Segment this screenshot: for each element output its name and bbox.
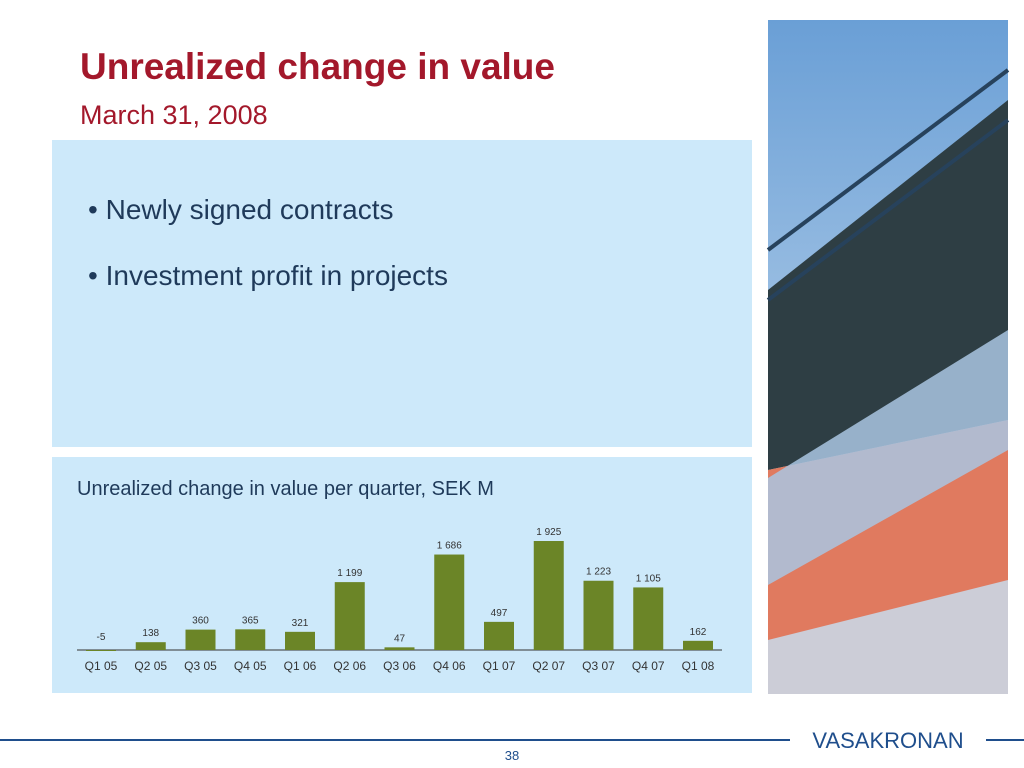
value-label: -5	[97, 632, 106, 643]
x-tick-label: Q1 05	[85, 659, 118, 673]
slide-title: Unrealized change in value	[80, 46, 555, 87]
x-tick-label: Q2 07	[532, 659, 565, 673]
text-panel	[52, 140, 752, 447]
value-label: 1 925	[536, 527, 561, 538]
x-tick-label: Q3 06	[383, 659, 416, 673]
photo	[766, 20, 1010, 694]
value-label: 1 105	[636, 573, 661, 584]
bar	[285, 631, 315, 650]
bar	[683, 640, 713, 650]
value-label: 360	[192, 616, 209, 627]
bar	[135, 642, 166, 650]
value-label: 365	[242, 615, 259, 626]
value-label: 138	[142, 628, 159, 639]
value-label: 1 223	[586, 567, 611, 578]
bar	[86, 650, 116, 651]
logo: VASAKRONAN	[812, 728, 963, 753]
x-tick-label: Q3 05	[184, 659, 217, 673]
x-tick-label: Q4 05	[234, 659, 267, 673]
slide-subtitle: March 31, 2008	[80, 100, 268, 130]
bar	[633, 587, 664, 650]
value-label: 1 199	[337, 568, 362, 579]
x-tick-label: Q1 07	[483, 659, 516, 673]
bullet: Investment profit in projects	[88, 260, 448, 292]
x-tick-label: Q3 07	[582, 659, 615, 673]
bar	[185, 629, 216, 650]
value-label: 321	[292, 618, 309, 629]
x-tick-label: Q1 06	[284, 659, 317, 673]
bar	[235, 629, 266, 650]
x-tick-label: Q1 08	[682, 659, 715, 673]
x-tick-label: Q4 07	[632, 659, 665, 673]
bar	[484, 621, 514, 650]
bar	[533, 541, 564, 650]
page-number: 38	[504, 748, 520, 763]
bar	[384, 647, 415, 650]
bar	[434, 554, 465, 650]
x-tick-label: Q2 05	[134, 659, 167, 673]
bullet: Newly signed contracts	[88, 194, 394, 226]
value-label: 162	[690, 627, 707, 638]
value-label: 47	[394, 633, 406, 644]
bar	[334, 582, 365, 650]
value-label: 497	[491, 608, 508, 619]
value-label: 1 686	[437, 541, 462, 552]
chart-panel	[52, 457, 752, 693]
x-tick-label: Q4 06	[433, 659, 466, 673]
bar	[583, 580, 614, 650]
x-tick-label: Q2 06	[333, 659, 366, 673]
chart-title: Unrealized change in value per quarter, …	[77, 478, 494, 500]
